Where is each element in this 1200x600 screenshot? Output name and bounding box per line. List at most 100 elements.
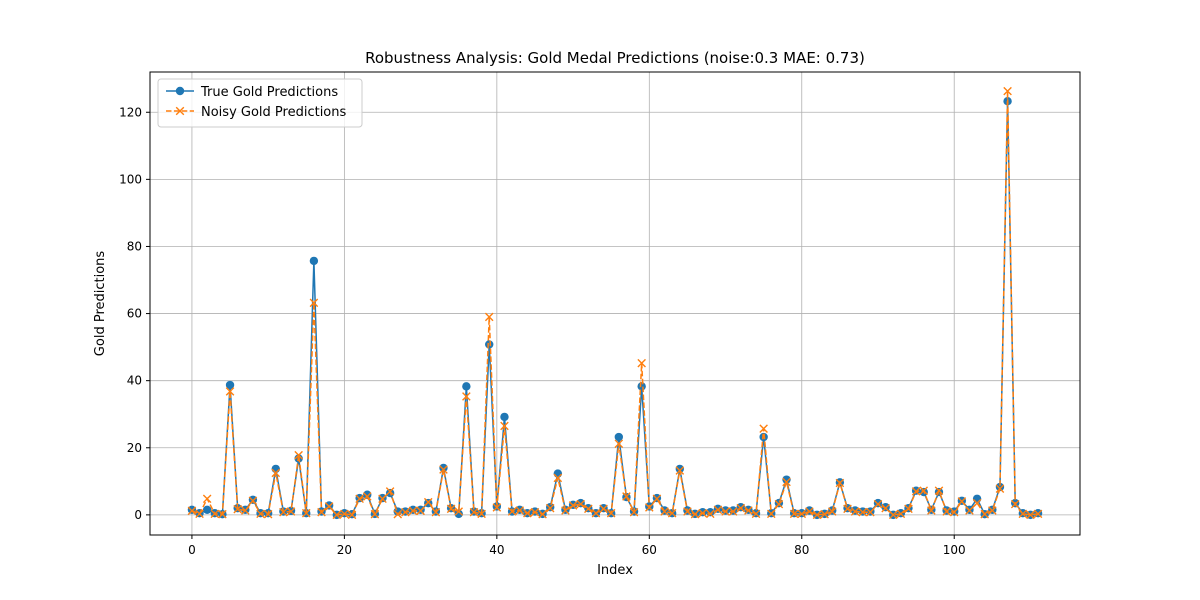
data-point-noisy — [1033, 509, 1043, 519]
data-point-noisy — [240, 506, 250, 515]
data-point-noisy — [286, 507, 296, 516]
data-point-noisy — [759, 424, 768, 433]
legend: True Gold Predictions Noisy Gold Predict… — [157, 78, 363, 128]
data-point-noisy — [843, 504, 852, 514]
data-point-noisy — [225, 387, 235, 396]
y-tick-label: 60 — [127, 307, 142, 321]
data-point-noisy — [317, 507, 326, 517]
y-tick-label: 100 — [119, 172, 142, 186]
data-point-true — [881, 502, 890, 512]
data-point-true — [698, 507, 707, 517]
data-point-noisy — [195, 509, 204, 519]
data-point-noisy — [652, 494, 662, 504]
data-point-true — [972, 494, 982, 503]
data-point-noisy — [942, 507, 951, 516]
data-point-noisy — [934, 486, 944, 496]
x-tick-label: 100 — [943, 543, 966, 557]
data-point-noisy — [233, 504, 242, 514]
data-point-noisy — [736, 503, 746, 513]
data-point-true — [850, 506, 860, 515]
data-point-noisy — [713, 505, 723, 515]
data-point-noisy — [454, 507, 464, 516]
axis-ticks: 0 20 40 60 80 100 0 20 40 60 80 100 120 — [119, 105, 966, 557]
data-point-true — [553, 469, 563, 478]
data-point-noisy — [896, 509, 906, 519]
data-point-noisy — [850, 507, 860, 516]
data-point-noisy — [797, 509, 807, 519]
data-point-noisy — [888, 510, 898, 520]
data-point-noisy — [279, 507, 288, 517]
data-point-noisy — [187, 506, 197, 516]
series-line-noisy — [191, 91, 1039, 516]
data-point-noisy — [827, 507, 837, 516]
data-point-true — [995, 482, 1005, 492]
data-point-noisy — [637, 358, 646, 368]
data-point-noisy — [972, 498, 982, 508]
data-point-noisy — [500, 421, 509, 431]
data-point-true — [363, 490, 372, 499]
data-point-noisy — [523, 508, 532, 518]
data-point-noisy — [301, 508, 311, 518]
data-point-noisy — [393, 509, 403, 519]
data-point-noisy — [340, 509, 349, 519]
data-point-noisy — [1018, 509, 1028, 519]
data-point-noisy — [812, 510, 822, 520]
x-tick-label: 60 — [642, 543, 657, 557]
data-point-noisy — [561, 506, 570, 515]
data-point-true — [500, 412, 509, 422]
data-point-true — [439, 463, 448, 473]
data-point-noisy — [408, 506, 418, 516]
x-tick-label: 40 — [489, 543, 504, 557]
y-tick-label: 120 — [119, 105, 142, 119]
data-point-noisy — [324, 502, 334, 511]
data-point-noisy — [957, 497, 967, 506]
data-point-noisy — [370, 509, 380, 519]
data-point-noisy — [911, 487, 921, 496]
data-point-noisy — [355, 494, 364, 504]
data-point-noisy — [873, 499, 883, 509]
legend-item-true: True Gold Predictions — [166, 85, 338, 100]
data-point-noisy — [576, 499, 585, 509]
data-point-noisy — [782, 477, 791, 487]
data-point-noisy — [774, 499, 784, 509]
data-point-true — [454, 509, 463, 519]
data-point-noisy — [1026, 510, 1035, 520]
data-point-noisy — [675, 466, 685, 475]
data-point-noisy — [416, 506, 425, 516]
data-point-noisy — [462, 392, 471, 401]
data-point-noisy — [332, 510, 342, 520]
x-axis-label: Index — [597, 563, 633, 578]
data-point-true — [202, 505, 212, 515]
data-point-noisy — [629, 507, 639, 517]
data-point-noisy — [949, 507, 959, 517]
data-point-true — [225, 380, 235, 390]
data-point-noisy — [248, 496, 258, 506]
data-point-noisy — [492, 503, 502, 512]
data-point-true — [782, 475, 791, 484]
legend-noisy-marker — [175, 106, 185, 116]
data-point-noisy — [927, 506, 936, 515]
data-point-true — [873, 498, 883, 508]
data-point-noisy — [309, 298, 319, 308]
data-point-true — [675, 464, 684, 474]
data-point-noisy — [622, 492, 631, 501]
data-point-noisy — [858, 507, 868, 517]
data-point-noisy — [218, 509, 227, 519]
data-point-true — [271, 464, 280, 474]
data-point-noisy — [721, 507, 730, 516]
data-point-noisy — [362, 492, 372, 501]
data-point-true — [485, 340, 494, 349]
data-point-noisy — [881, 503, 890, 513]
y-tick-label: 0 — [134, 508, 142, 522]
data-point-noisy — [507, 507, 517, 516]
data-point-true — [637, 382, 646, 391]
data-point-noisy — [538, 509, 547, 519]
data-point-noisy — [423, 497, 433, 507]
data-point-noisy — [683, 507, 692, 516]
data-point-noisy — [545, 503, 555, 513]
series-layer — [187, 86, 1043, 520]
y-tick-label: 80 — [127, 239, 142, 253]
data-point-noisy — [347, 510, 357, 520]
data-point-true — [728, 506, 738, 515]
